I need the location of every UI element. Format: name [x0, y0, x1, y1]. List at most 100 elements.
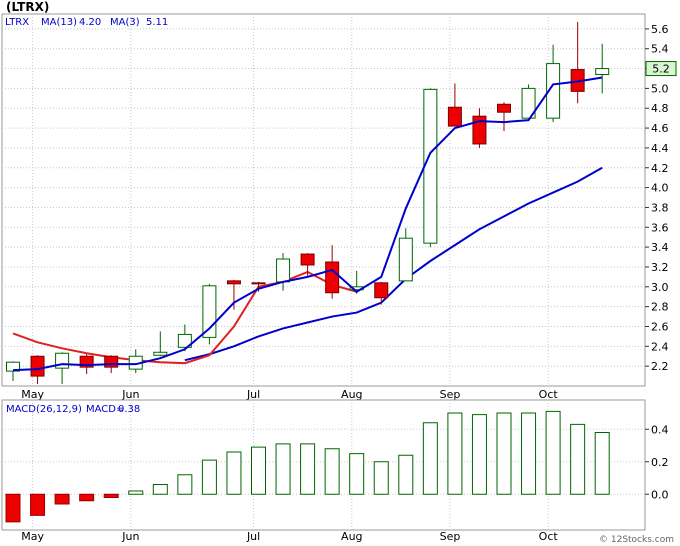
candle-body [595, 68, 610, 76]
last-price-label: 5.2 [652, 63, 670, 76]
macd-xtick-label: Jun [121, 530, 139, 543]
candle [521, 84, 536, 120]
price-tick-label: 3.6 [651, 221, 669, 234]
macd-bar [79, 493, 95, 502]
candle [423, 88, 438, 248]
chart-title: (LTRX) [6, 0, 49, 14]
price-tick-label: 2.6 [651, 320, 669, 333]
legend-ma3-value: 5.11 [146, 17, 168, 28]
price-tick-label: 3.4 [651, 241, 669, 254]
macd-tick-label: 0.2 [651, 456, 669, 469]
candle [128, 349, 143, 374]
macd-legend-key: MACD= [86, 404, 124, 415]
candle-body [497, 103, 511, 113]
candle [300, 253, 315, 276]
macd-bar [496, 412, 512, 495]
legend-ma13-label: MA(13) [41, 17, 77, 28]
candle-body [226, 280, 241, 285]
price-xtick-label: Jul [246, 388, 260, 401]
macd-xtick-label: Sep [440, 530, 461, 543]
price-xtick-label: Aug [341, 388, 362, 401]
candle-body [423, 88, 438, 244]
price-panel: 2.2 2.4 2.6 2.8 3.0 3.2 3.4 3.6 3.8 4.0 4.2 4.4 4.6 4… [1, 13, 677, 401]
price-tick-label: 3.0 [651, 281, 669, 294]
macd-bar [373, 461, 389, 495]
candle [177, 324, 192, 352]
candle-body [276, 258, 291, 283]
price-xtick-label: Oct [539, 388, 559, 401]
candle-body [546, 63, 561, 119]
macd-bar [447, 412, 463, 495]
price-tick-label: 4.4 [651, 142, 669, 155]
candle-body [251, 282, 266, 285]
candle-body [30, 355, 45, 377]
price-tick-label: 5.0 [651, 82, 669, 95]
macd-bar [226, 451, 242, 495]
candle-body [398, 237, 413, 282]
macd-bar [152, 484, 168, 495]
price-tick-label: 4.6 [651, 122, 669, 135]
candle-body [521, 87, 536, 119]
candle [447, 83, 462, 127]
candle-body [300, 253, 315, 266]
candle [251, 281, 266, 292]
candle-body [177, 333, 192, 348]
price-tick-label: 2.4 [651, 340, 669, 353]
candle-body [104, 355, 119, 368]
macd-panel: 0.0 0.2 0.4 May Jun Jul Aug Sep Oct [1, 399, 669, 543]
macd-bar [30, 493, 46, 516]
candle [595, 43, 610, 94]
candle-body [374, 282, 389, 299]
candle-body [447, 106, 462, 127]
price-tick-label: 4.2 [651, 162, 669, 175]
macd-bar [349, 453, 365, 495]
macd-bar [521, 412, 537, 495]
macd-legend-value: 0.38 [118, 404, 140, 415]
macd-bar [177, 474, 193, 495]
legend-ma13-value: 4.20 [79, 17, 101, 28]
macd-legend-label: MACD(26,12,9) [6, 404, 82, 415]
macd-bar [570, 423, 586, 495]
ma-long-line [184, 166, 603, 362]
price-xtick-label: Sep [440, 388, 461, 401]
macd-bar [128, 490, 144, 495]
macd-bar [300, 443, 316, 495]
macd-bar [594, 432, 610, 495]
ma13-line [12, 76, 603, 372]
candle [202, 283, 217, 345]
candle [398, 228, 413, 282]
legend-ticker: LTRX [5, 17, 29, 28]
candle-body [325, 261, 340, 294]
price-tick-label: 3.2 [651, 261, 669, 274]
candle-body [6, 361, 20, 372]
macd-xtick-label: Oct [539, 530, 559, 543]
candle-body [79, 355, 94, 368]
macd-bar [201, 459, 217, 495]
macd-bar [275, 443, 291, 495]
macd-tick-label: 0.4 [651, 423, 669, 436]
candle-body [153, 351, 168, 356]
price-tick-label: 2.8 [651, 301, 669, 314]
macd-bar [251, 446, 266, 495]
macd-bar [103, 493, 119, 498]
macd-bar [54, 493, 70, 505]
price-tick-label: 2.2 [651, 360, 669, 373]
candle-body [472, 115, 487, 145]
macd-plot-frame [1, 399, 646, 531]
candle [276, 253, 291, 291]
price-tick-label: 5.6 [651, 23, 669, 36]
macd-bar [398, 454, 414, 495]
price-tick-label: 4.0 [651, 182, 669, 195]
candle [226, 279, 241, 310]
watermark: © 12Stocks.com [599, 535, 674, 545]
candle [325, 245, 340, 299]
candle [497, 102, 511, 132]
price-tick-label: 4.8 [651, 102, 669, 115]
candle [6, 361, 20, 382]
last-price-box [645, 61, 677, 77]
candle [374, 281, 389, 305]
legend-ma3-label: MA(3) [110, 17, 140, 28]
macd-bar [545, 410, 561, 495]
macd-bar [5, 493, 21, 523]
